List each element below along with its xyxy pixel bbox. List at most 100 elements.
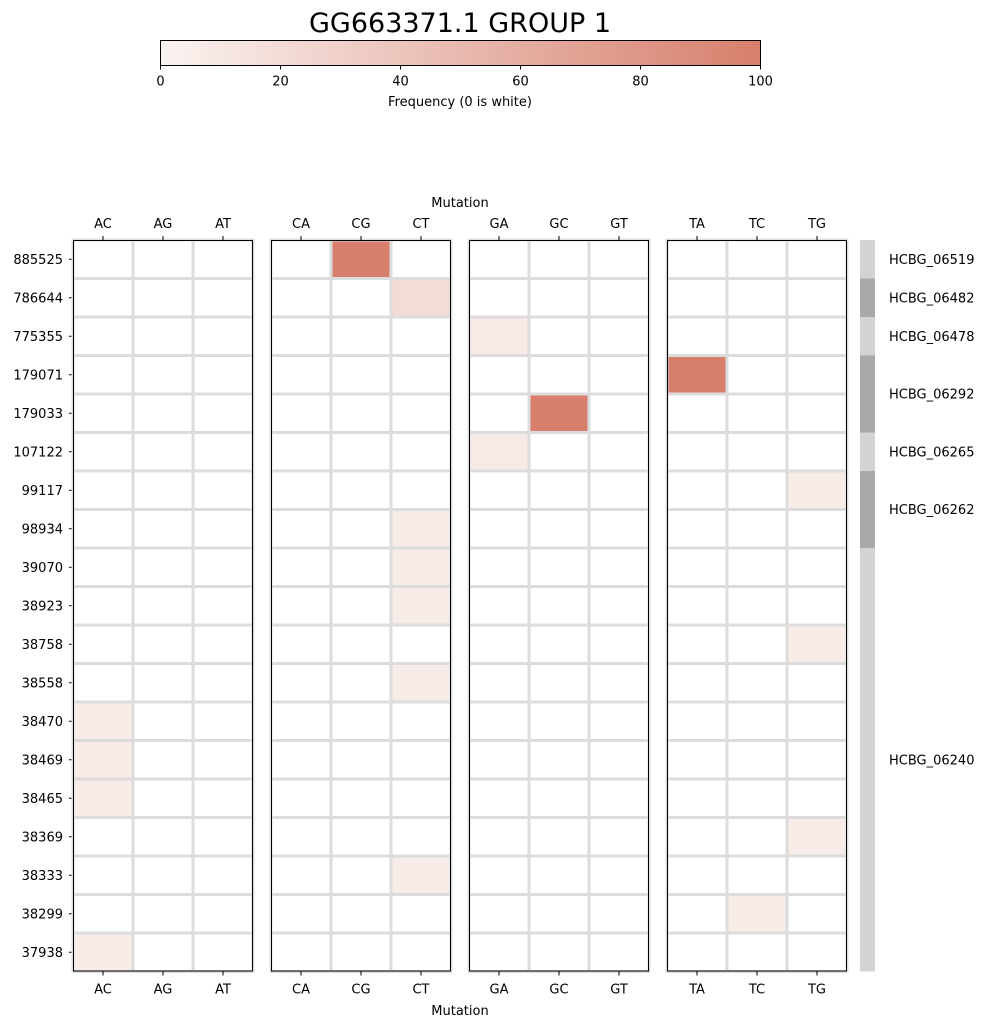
heatmap-cell — [389, 893, 453, 935]
heatmap-cell — [467, 354, 531, 396]
heatmap-cell — [527, 354, 591, 396]
group-annotation-bar: HCBG_06519 HCBG_06482 HCBG_06478 HCBG_06292… — [860, 240, 974, 972]
heatmap-cell — [785, 700, 849, 742]
heatmap-cell — [467, 431, 531, 473]
group-label: HCBG_06478 — [889, 330, 974, 345]
heatmap-cell — [587, 277, 651, 319]
heatmap-cell — [131, 662, 195, 704]
heatmap-cell — [665, 546, 729, 588]
row-label: 38469 — [22, 753, 63, 768]
row-label: 98934 — [22, 522, 63, 537]
heatmap-cell — [269, 931, 333, 973]
column-label-top: CT — [412, 217, 429, 232]
heatmap-panel: AC AC AG AG AT AT — [71, 217, 255, 998]
heatmap-cell — [191, 739, 255, 781]
row-label: 885525 — [13, 253, 63, 268]
heatmap-cell — [587, 508, 651, 550]
heatmap-cell — [389, 931, 453, 973]
heatmap-cell — [527, 662, 591, 704]
column-label-top: CA — [292, 217, 310, 232]
heatmap-cell — [269, 777, 333, 819]
heatmap-cell — [71, 277, 135, 319]
heatmap-cell — [131, 585, 195, 627]
colorbar-ticks: 0 20 40 60 80 100 — [156, 65, 773, 90]
heatmap-cell — [467, 585, 531, 627]
group-label: HCBG_06519 — [889, 253, 974, 268]
heatmap-cell — [269, 546, 333, 588]
heatmap-cell — [389, 238, 453, 280]
heatmap-cell — [785, 315, 849, 357]
colorbar-tick-label: 0 — [156, 75, 164, 90]
group-segment — [860, 278, 875, 317]
heatmap-cell — [527, 931, 591, 973]
heatmap-cell — [587, 392, 651, 434]
heatmap-cell — [587, 816, 651, 858]
heatmap-cell — [71, 816, 135, 858]
row-label: 99117 — [22, 484, 63, 499]
heatmap-cell — [329, 662, 393, 704]
heatmap-cell — [191, 893, 255, 935]
heatmap-cell — [467, 662, 531, 704]
heatmap-cell — [71, 508, 135, 550]
heatmap-cell — [665, 816, 729, 858]
heatmap-cell — [131, 392, 195, 434]
heatmap-cell — [467, 238, 531, 280]
heatmap-cell — [665, 277, 729, 319]
row-label: 38369 — [22, 830, 63, 845]
heatmap-cell — [527, 623, 591, 665]
heatmap-cell — [71, 662, 135, 704]
group-segment — [860, 240, 875, 279]
heatmap-cell — [389, 546, 453, 588]
heatmap-cell — [191, 854, 255, 896]
heatmap-cell — [665, 662, 729, 704]
heatmap-cell — [191, 238, 255, 280]
heatmap-cell — [725, 700, 789, 742]
heatmap-cell — [191, 777, 255, 819]
heatmap-cell — [389, 777, 453, 819]
heatmap-cell — [725, 816, 789, 858]
heatmap-cell — [785, 392, 849, 434]
heatmap-cell — [665, 508, 729, 550]
group-label: HCBG_06262 — [889, 503, 974, 518]
heatmap-cell — [587, 238, 651, 280]
heatmap-cell — [131, 777, 195, 819]
heatmap-cell — [329, 700, 393, 742]
heatmap-cell — [467, 777, 531, 819]
column-label-bottom: AC — [94, 983, 112, 998]
heatmap-cell — [527, 238, 591, 280]
heatmap-cell — [527, 816, 591, 858]
heatmap-cell — [269, 469, 333, 511]
heatmap-cell — [329, 854, 393, 896]
group-segment — [860, 317, 875, 356]
heatmap-cell — [725, 315, 789, 357]
heatmap-cell — [131, 315, 195, 357]
heatmap-cell — [587, 546, 651, 588]
heatmap-cell — [329, 739, 393, 781]
heatmap-cell — [71, 392, 135, 434]
heatmap-cell — [725, 662, 789, 704]
column-label-bottom: GC — [549, 983, 568, 998]
row-label: 38465 — [22, 792, 63, 807]
heatmap-cell — [467, 315, 531, 357]
heatmap-cell — [785, 585, 849, 627]
heatmap-cell — [527, 546, 591, 588]
colorbar-tick-label: 80 — [632, 75, 649, 90]
heatmap-cell — [329, 277, 393, 319]
heatmap-cell — [527, 508, 591, 550]
heatmap-cell — [587, 315, 651, 357]
column-label-top: TG — [807, 217, 826, 232]
colorbar-tick-label: 60 — [512, 75, 529, 90]
heatmap-cell — [191, 623, 255, 665]
heatmap-cell — [191, 931, 255, 973]
heatmap-cell — [389, 392, 453, 434]
heatmap-cell — [389, 623, 453, 665]
heatmap-cell — [269, 277, 333, 319]
heatmap-cell — [71, 546, 135, 588]
heatmap-cell — [725, 854, 789, 896]
column-label-top: AG — [154, 217, 173, 232]
heatmap-cell — [71, 238, 135, 280]
heatmap-cell — [665, 315, 729, 357]
heatmap-cell — [269, 700, 333, 742]
heatmap-cell — [467, 854, 531, 896]
heatmap-cell — [467, 277, 531, 319]
